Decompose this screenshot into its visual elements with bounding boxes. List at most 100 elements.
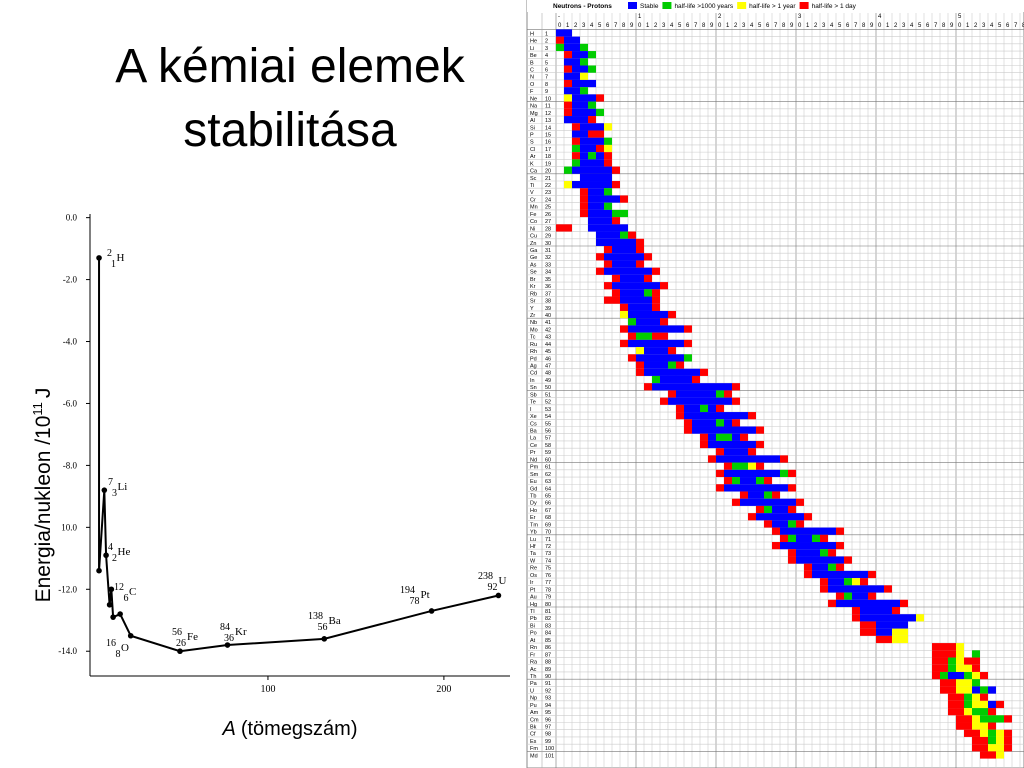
nuclide-cell bbox=[564, 29, 572, 37]
nuclide-cell bbox=[580, 202, 588, 210]
nuclide-cell bbox=[756, 462, 764, 470]
nuclide-cell bbox=[740, 491, 748, 499]
element-symbol: Cm bbox=[530, 717, 539, 723]
nuclide-cell bbox=[876, 606, 884, 615]
nuclide-cell bbox=[684, 397, 692, 405]
nuclide-cell bbox=[660, 375, 668, 384]
decade-label: 3 bbox=[798, 14, 802, 20]
nuclide-cell bbox=[588, 137, 596, 145]
nuclide-cell bbox=[796, 549, 804, 557]
nuclide-cell bbox=[780, 505, 788, 514]
nuclide-cell bbox=[852, 606, 860, 615]
element-z: 45 bbox=[545, 349, 551, 355]
x-axis-label: A (tömegszám) bbox=[221, 718, 357, 740]
unit-label: 0 bbox=[958, 23, 962, 29]
nuclide-cell bbox=[804, 563, 812, 571]
nuclide-cell bbox=[660, 347, 668, 355]
nuclide-cell bbox=[692, 383, 700, 391]
element-symbol: Dy bbox=[530, 501, 537, 507]
nuclide-cell bbox=[996, 700, 1004, 709]
element-symbol: Po bbox=[530, 631, 537, 637]
nuclide-cell bbox=[628, 245, 636, 254]
element-symbol: W bbox=[530, 558, 536, 564]
nuclide-cell bbox=[684, 375, 692, 384]
nuclide-cell bbox=[596, 267, 604, 275]
element-z: 94 bbox=[545, 703, 551, 709]
nuclide-cell bbox=[628, 325, 636, 333]
element-z: 89 bbox=[545, 667, 551, 673]
nuclide-cell bbox=[740, 433, 748, 441]
nuclide-cell bbox=[796, 520, 804, 528]
element-z: 101 bbox=[545, 753, 554, 759]
nuclide-cell bbox=[612, 267, 620, 275]
element-symbol: Nd bbox=[530, 457, 537, 463]
nuclide-cell bbox=[732, 469, 740, 478]
nuclide-cell bbox=[596, 108, 604, 117]
nuclide-cell bbox=[780, 513, 788, 521]
element-z: 22 bbox=[545, 183, 551, 189]
nuclide-cell bbox=[564, 166, 572, 174]
nuclide-cell bbox=[996, 729, 1004, 737]
nuclide-cell bbox=[636, 354, 644, 362]
nuclide-cell bbox=[628, 332, 636, 340]
nuclide-cell bbox=[620, 260, 628, 268]
element-symbol: Ti bbox=[530, 183, 534, 189]
nuclide-cell bbox=[620, 325, 628, 333]
y-tick-label: -12.0 bbox=[58, 584, 77, 594]
element-symbol: B bbox=[530, 60, 534, 66]
element-symbol: Md bbox=[530, 753, 538, 759]
nuclide-cell bbox=[948, 650, 956, 658]
nuclide-cell bbox=[988, 722, 996, 730]
data-point bbox=[495, 592, 502, 599]
element-symbol: Sn bbox=[530, 385, 537, 391]
nuclide-cell bbox=[756, 477, 764, 485]
nuclide-cell bbox=[564, 51, 572, 59]
nuclide-cell bbox=[892, 606, 900, 615]
unit-label: 0 bbox=[638, 23, 642, 29]
unit-label: 8 bbox=[622, 23, 626, 29]
nuclide-cell bbox=[572, 36, 580, 44]
data-point bbox=[96, 255, 102, 261]
element-z: 93 bbox=[545, 696, 551, 702]
nuclide-cell bbox=[588, 173, 596, 182]
element-symbol: Np bbox=[530, 696, 537, 702]
element-z: 49 bbox=[545, 378, 551, 384]
nuclide-cell bbox=[980, 744, 988, 752]
element-symbol: Fe bbox=[530, 212, 536, 218]
nuclide-cell bbox=[980, 700, 988, 709]
element-symbol: Zr bbox=[530, 313, 535, 319]
nuclide-cell bbox=[716, 426, 724, 434]
nuclide-cell bbox=[700, 390, 708, 398]
unit-label: 9 bbox=[790, 23, 794, 29]
nuclide-cell bbox=[612, 282, 620, 290]
nuclide-cell bbox=[564, 181, 572, 189]
nuclide-cell bbox=[764, 505, 772, 514]
nuclide-cell bbox=[932, 643, 940, 651]
element-symbol: P bbox=[530, 132, 534, 138]
nuclide-cell bbox=[604, 296, 612, 304]
element-z: 71 bbox=[545, 537, 551, 543]
element-z: 24 bbox=[545, 197, 551, 203]
nuclide-cell bbox=[580, 79, 588, 88]
element-symbol: Si bbox=[530, 125, 535, 131]
nuclide-cell bbox=[580, 188, 588, 196]
nuclide-cell bbox=[868, 621, 876, 629]
nuclide-cell bbox=[764, 455, 772, 463]
unit-label: 8 bbox=[942, 23, 946, 29]
element-z: 2 bbox=[545, 39, 548, 45]
nuclide-cell bbox=[700, 433, 708, 441]
element-z: 73 bbox=[545, 551, 551, 557]
nuclide-cell bbox=[956, 686, 964, 694]
nuclide-cell bbox=[804, 556, 812, 564]
y-tick-label: -14.0 bbox=[58, 646, 77, 656]
nuclide-cell bbox=[892, 621, 900, 629]
element-symbol: Rn bbox=[530, 645, 537, 651]
nuclide-cell bbox=[956, 693, 964, 701]
nuclide-cell bbox=[564, 101, 572, 109]
nuclide-cell bbox=[740, 469, 748, 478]
nuclide-cell bbox=[604, 144, 612, 153]
nuclide-cell bbox=[612, 260, 620, 268]
nuclide-cell bbox=[612, 231, 620, 239]
element-z: 3 bbox=[545, 46, 548, 52]
nuclide-cell bbox=[588, 79, 596, 88]
